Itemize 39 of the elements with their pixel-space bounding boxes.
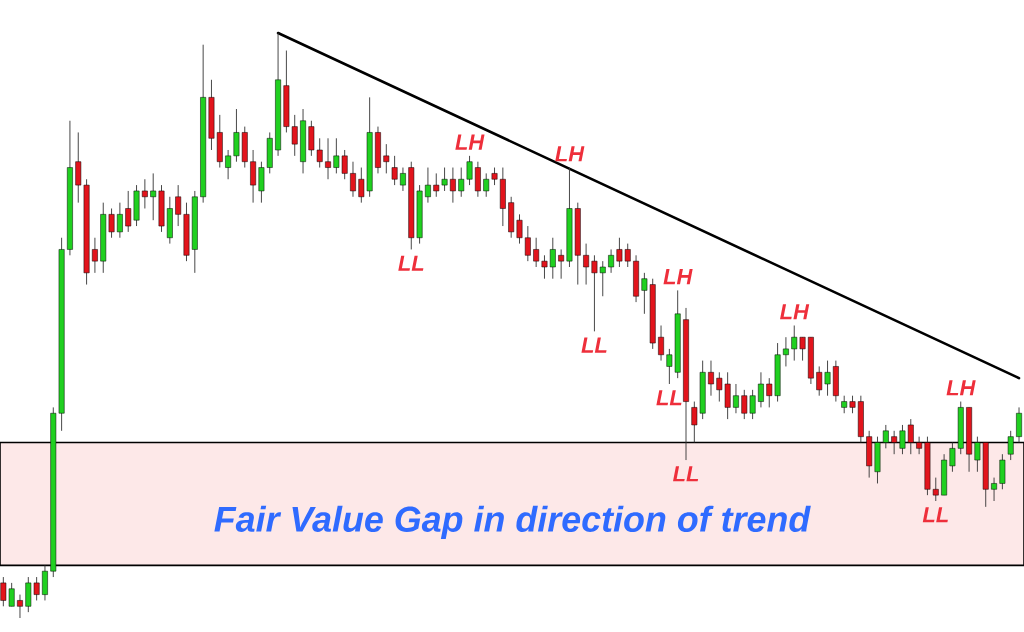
candlestick [708,360,714,397]
candlestick [516,213,523,245]
candlestick [391,155,398,186]
annotation: LL [673,466,699,482]
candlestick [141,178,148,209]
candlestick [350,161,356,198]
candlestick [383,143,390,174]
candlestick [225,149,232,180]
candlestick [325,137,331,180]
annotation: LH [946,380,976,396]
candlestick [558,249,565,280]
candlestick [783,336,789,367]
annotation: LL [656,390,682,406]
candlestick [733,383,739,414]
band-label: Fair Value Gap in direction of trend [214,505,811,540]
candlestick [175,184,182,227]
candlestick [116,202,123,239]
candlestick [92,237,98,274]
annotation: LH [780,304,810,320]
candlestick [991,477,997,502]
candlestick [758,371,764,408]
candlestick [250,149,256,204]
annotation: LH [455,134,485,150]
annotation: LH [555,146,585,162]
candlestick [474,161,481,198]
candlestick [608,249,614,274]
candlestick [658,325,664,362]
candlestick [999,453,1006,490]
candlestick [17,594,23,619]
candlestick [449,167,456,204]
candlestick [400,167,406,192]
annotation: LH [663,269,693,285]
annotation: LL [922,507,948,523]
annotation: LL [398,255,424,271]
candlestick [524,225,531,262]
candlestick [425,167,431,204]
candlestick [583,243,590,285]
annotation: LL [581,337,607,353]
candlestick [533,237,540,268]
